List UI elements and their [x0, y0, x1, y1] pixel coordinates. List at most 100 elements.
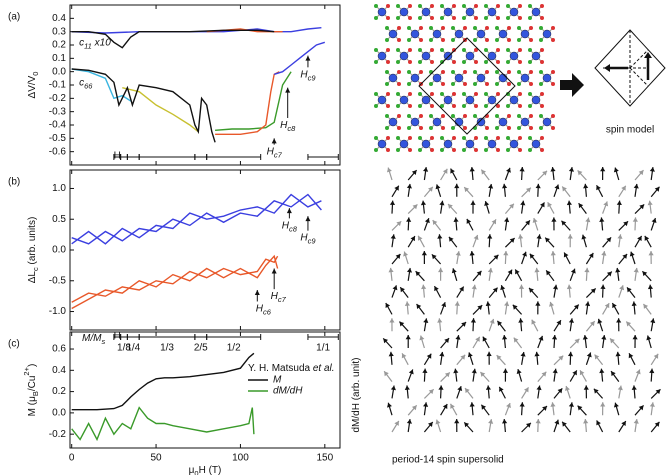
spin-head	[525, 187, 531, 193]
spin-head	[649, 167, 655, 172]
spin-head	[442, 404, 448, 410]
atom	[429, 26, 433, 30]
atom	[529, 26, 533, 30]
atom	[462, 60, 466, 64]
spin-head	[536, 234, 542, 239]
spin-head	[597, 318, 603, 324]
atom	[430, 48, 434, 52]
x-axis-label-part: H (T)	[199, 465, 222, 475]
spin-head	[469, 402, 475, 407]
spin-head	[492, 287, 498, 293]
spin-head	[550, 402, 556, 407]
spin-head	[566, 200, 572, 206]
legend-label: M	[273, 375, 282, 386]
phase-label: H	[114, 151, 121, 162]
y-tick-label: 1.0	[52, 183, 66, 194]
atom	[432, 117, 442, 127]
spin-head	[616, 318, 622, 323]
spin-head	[565, 386, 570, 391]
spin-head	[421, 284, 427, 290]
y-tick-label: 0.1	[52, 53, 66, 64]
atom	[484, 60, 488, 64]
annotation-arrowhead	[305, 55, 311, 61]
y-axis-label-part: )	[27, 364, 38, 367]
atom	[539, 26, 543, 30]
spin-head	[503, 251, 509, 256]
atom	[440, 136, 444, 140]
annotation-label: Hc7	[271, 291, 287, 305]
atom	[432, 73, 442, 83]
atom	[385, 38, 389, 42]
y-axis-label-part: ΔV/V	[27, 75, 38, 98]
spin-head	[596, 185, 601, 191]
y-axis-label-part: /Cu	[27, 376, 38, 392]
legend-title: Y. H. Matsuda et al.	[248, 363, 335, 374]
atom	[474, 104, 478, 108]
spin-head	[529, 253, 535, 259]
atom	[551, 38, 555, 42]
spin-head	[632, 217, 638, 222]
x-axis-label-part: 0	[194, 469, 198, 475]
spin-head	[606, 271, 612, 277]
atom	[528, 136, 532, 140]
spin-head	[482, 336, 488, 342]
spin-head	[421, 251, 427, 256]
atom	[517, 114, 521, 118]
atom	[485, 82, 489, 86]
spin-head	[444, 372, 450, 378]
annotation-label-part: H	[271, 291, 279, 302]
data-line	[71, 406, 255, 442]
spin-head	[519, 402, 525, 407]
annotation-label-part: H	[256, 303, 264, 314]
spin-head	[600, 284, 606, 289]
spin-head	[621, 421, 626, 427]
atom	[451, 38, 455, 42]
atom	[374, 48, 378, 52]
annotation-label-part: c9	[308, 74, 317, 83]
atom	[518, 60, 522, 64]
y-tick-label: 0.0	[52, 245, 66, 256]
spin-head	[471, 368, 477, 374]
spin-head	[454, 419, 460, 424]
spin-head	[410, 236, 415, 242]
plot-frame	[69, 331, 341, 449]
atom	[506, 92, 510, 96]
spin-head	[416, 304, 422, 310]
atom	[476, 29, 486, 39]
atom	[463, 82, 467, 86]
y-tick-label: 0.3	[52, 26, 66, 37]
atom	[462, 4, 466, 8]
atom	[421, 7, 431, 17]
atom	[430, 148, 434, 152]
spin-head	[623, 221, 629, 227]
atom	[388, 73, 398, 83]
y-tick-label: -0.5	[49, 275, 67, 286]
atom	[386, 4, 390, 8]
spin-head	[502, 368, 509, 373]
atom	[419, 126, 423, 130]
spin-head	[389, 318, 395, 323]
spin-head	[466, 218, 472, 224]
spin-head	[616, 200, 622, 206]
atom	[397, 26, 401, 30]
spin-head	[611, 371, 616, 377]
atom	[517, 82, 521, 86]
atom	[551, 70, 555, 74]
spin-head	[488, 419, 494, 424]
atom	[410, 117, 420, 127]
atom	[463, 26, 467, 30]
atom	[484, 16, 488, 20]
spin-head	[532, 218, 538, 223]
spin-head	[525, 220, 530, 226]
atom	[462, 104, 466, 108]
atom	[520, 117, 530, 127]
atom	[386, 136, 390, 140]
spin-head	[573, 304, 579, 310]
annotation-arrowhead	[286, 208, 292, 214]
spin-head	[485, 301, 491, 307]
atom	[418, 60, 422, 64]
panel-label: (c)	[8, 339, 20, 350]
y-axis-label: ΔLc (arb. units)	[27, 217, 41, 284]
spin-head	[650, 318, 656, 324]
spin-head	[406, 267, 413, 273]
